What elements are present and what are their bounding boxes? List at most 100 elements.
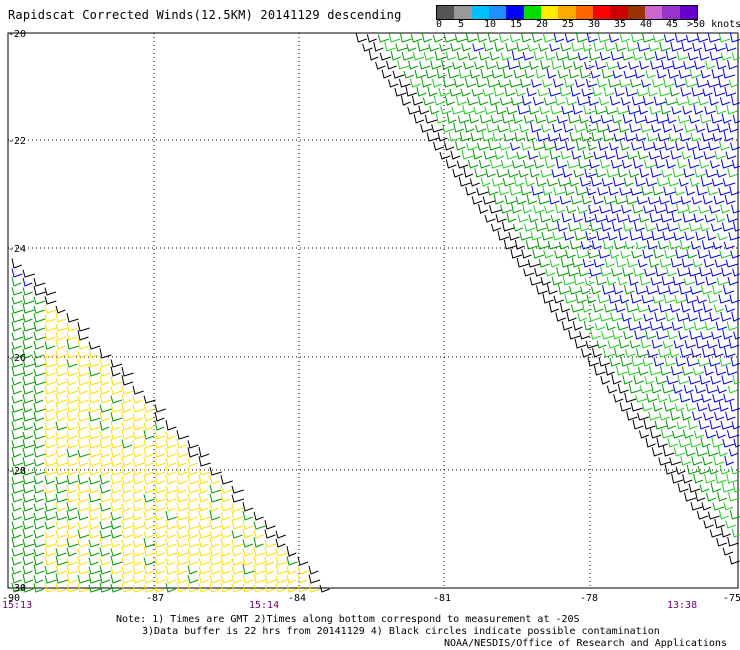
wind-barb xyxy=(44,395,55,404)
wind-barb xyxy=(601,285,615,295)
wind-barb xyxy=(600,115,613,124)
wind-barb xyxy=(612,177,625,187)
wind-barb xyxy=(66,492,80,503)
wind-barb xyxy=(553,295,564,304)
wind-barb xyxy=(626,41,639,52)
wind-barb xyxy=(44,465,57,476)
wind-barb xyxy=(675,466,686,475)
wind-barb xyxy=(714,43,726,52)
wind-barb xyxy=(732,268,740,277)
wind-barb xyxy=(587,250,600,259)
wind-barb xyxy=(542,293,554,304)
wind-barb xyxy=(493,194,504,205)
wind-barb xyxy=(209,537,220,548)
wind-barb xyxy=(716,537,727,547)
wind-barb xyxy=(209,520,222,530)
wind-barb xyxy=(472,43,484,52)
wind-barb xyxy=(698,205,710,214)
wind-barb xyxy=(692,149,704,160)
wind-barb xyxy=(88,476,101,485)
wind-barb xyxy=(600,375,611,385)
wind-barb xyxy=(403,70,415,79)
wind-barb xyxy=(726,321,740,331)
wind-barb xyxy=(143,574,154,584)
wind-barb xyxy=(66,502,78,512)
wind-barb xyxy=(132,493,143,503)
wind-barb xyxy=(220,502,233,512)
wind-barb xyxy=(558,133,569,142)
wind-barb xyxy=(720,527,731,538)
wind-barb xyxy=(692,258,703,268)
wind-barb xyxy=(542,185,553,196)
wind-barb xyxy=(494,150,505,160)
wind-barb xyxy=(624,241,635,250)
wind-barb xyxy=(588,205,600,214)
wind-barb xyxy=(598,97,610,106)
wind-barb xyxy=(110,412,123,422)
wind-barb xyxy=(154,529,166,539)
wind-barb xyxy=(88,448,101,458)
wind-barb xyxy=(55,555,68,566)
wind-barb xyxy=(718,294,731,304)
wind-barb xyxy=(640,79,651,88)
wind-barb xyxy=(574,338,587,349)
wind-barb xyxy=(66,385,78,395)
wind-barb xyxy=(678,284,692,295)
wind-barb xyxy=(33,439,45,449)
wind-barb xyxy=(121,465,132,476)
wind-barb xyxy=(709,205,721,214)
wind-barb xyxy=(657,393,668,403)
wind-barb xyxy=(568,68,579,79)
wind-barb xyxy=(540,277,551,286)
wind-barb xyxy=(176,538,189,548)
wind-barb xyxy=(121,483,132,494)
wind-barb xyxy=(517,214,529,223)
wind-barb xyxy=(456,51,468,61)
wind-barb xyxy=(22,322,36,332)
wind-barb xyxy=(662,340,674,349)
wind-barb xyxy=(526,194,538,205)
wind-barb xyxy=(648,257,660,268)
wind-barb xyxy=(724,347,736,358)
wind-barb xyxy=(564,293,577,304)
wind-barb xyxy=(497,124,509,133)
wind-barb xyxy=(483,150,496,160)
wind-barb xyxy=(630,187,643,196)
wind-barb xyxy=(187,583,199,593)
wind-barb xyxy=(657,240,669,250)
wind-barb xyxy=(653,248,664,259)
wind-barb xyxy=(592,87,603,97)
wind-barb xyxy=(366,34,377,43)
wind-barb xyxy=(165,511,178,521)
wind-barb xyxy=(449,88,462,97)
wind-barb xyxy=(653,357,665,367)
wind-barb xyxy=(198,446,210,458)
wind-barb xyxy=(630,293,642,304)
wind-barb xyxy=(132,528,143,539)
wind-barb xyxy=(565,97,577,106)
wind-barb xyxy=(198,493,209,503)
wind-barb xyxy=(165,502,176,512)
wind-barb xyxy=(646,132,659,142)
wind-barb xyxy=(664,249,676,259)
wind-barb xyxy=(652,34,665,43)
wind-barb xyxy=(441,59,453,70)
scale-swatch-11 xyxy=(627,6,645,19)
wind-barb xyxy=(554,140,566,151)
wind-barb xyxy=(446,113,457,124)
wind-barb xyxy=(663,401,675,412)
wind-barb xyxy=(22,547,35,557)
wind-barb xyxy=(99,547,110,557)
wind-barb xyxy=(589,221,602,232)
wind-barb xyxy=(700,331,712,340)
wind-barb xyxy=(198,503,209,512)
wind-barb xyxy=(527,43,538,52)
wind-barb xyxy=(297,556,309,566)
wind-barb xyxy=(654,420,668,430)
wind-barb xyxy=(511,203,522,214)
wind-barb xyxy=(422,97,435,106)
wind-barb xyxy=(143,521,155,530)
wind-barb xyxy=(651,339,663,349)
wind-barb xyxy=(55,458,68,467)
wind-barb xyxy=(44,546,57,557)
